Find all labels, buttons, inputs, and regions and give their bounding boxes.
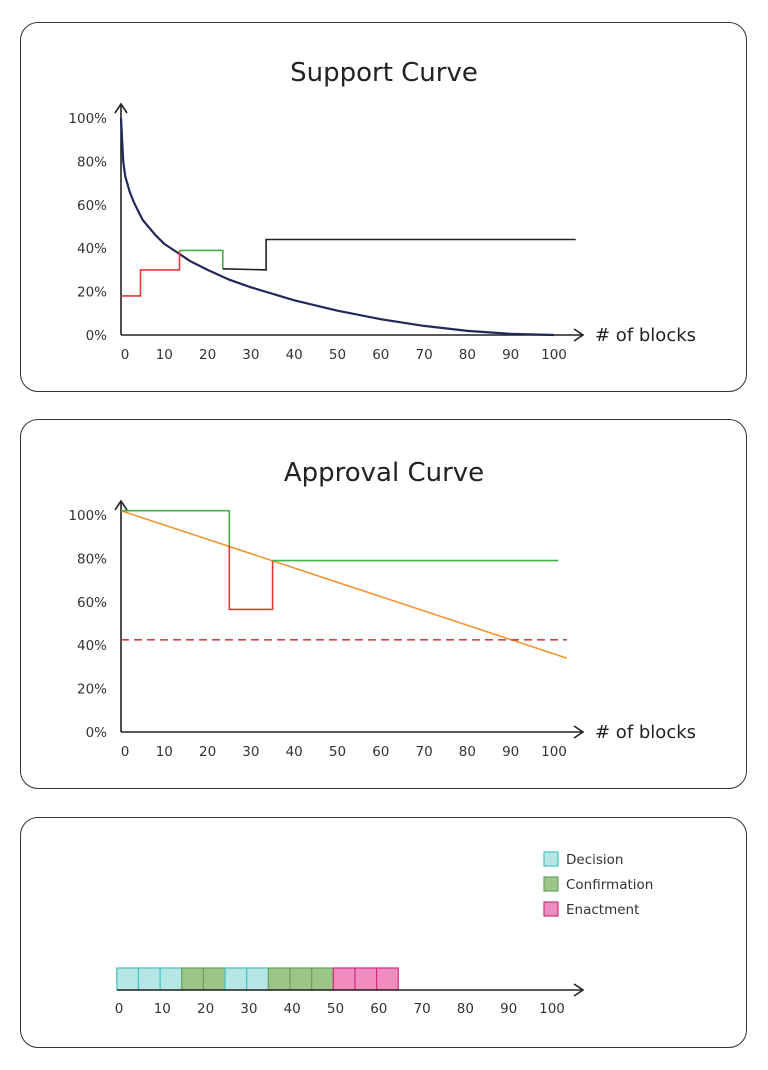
x-tick-label: 100 [539, 1001, 565, 1017]
phase-block [354, 967, 378, 991]
x-tick-label: 0 [121, 744, 130, 760]
chart-title: Approval Curve [284, 458, 484, 488]
legend-swatch [543, 876, 559, 892]
x-tick-label: 30 [242, 744, 259, 760]
y-tick-label: 40% [77, 241, 107, 257]
legend-label: Decision [566, 852, 623, 868]
phase-block [267, 967, 291, 991]
x-tick-label: 0 [121, 347, 130, 363]
phase-block [159, 967, 183, 991]
x-tick-label: 50 [327, 1001, 344, 1017]
x-tick-label: 100 [541, 347, 567, 363]
y-tick-label: 80% [77, 154, 107, 170]
x-tick-label: 10 [156, 347, 173, 363]
x-tick-label: 90 [502, 744, 519, 760]
y-tick-label: 100% [68, 508, 107, 524]
support-curve-panel: Support Curve # of blocks 0 10 20 30 40 50 60 70 8… [20, 22, 747, 392]
y-tick-label: 20% [77, 682, 107, 698]
x-tick-label: 20 [197, 1001, 214, 1017]
x-tick-label: 90 [500, 1001, 517, 1017]
x-tick-label: 40 [286, 347, 303, 363]
x-tick-label: 30 [240, 1001, 257, 1017]
phase-timeline-chart: Decision Confirmation Enactment 0 10 20 30 40 50… [115, 851, 653, 1017]
phase-block [311, 967, 334, 991]
phase-block [181, 967, 205, 991]
x-tick-label: 40 [286, 744, 303, 760]
approval-curve-chart: Approval Curve # of blocks 0 10 20 30 40 50 60 70… [68, 458, 696, 760]
x-tick-label: 40 [284, 1001, 301, 1017]
x-tick-label: 60 [372, 347, 389, 363]
phase-block [202, 967, 226, 991]
x-tick-label: 70 [414, 1001, 431, 1017]
x-tick-label: 10 [156, 744, 173, 760]
x-tick-label: 50 [329, 347, 346, 363]
series-line-2 [121, 250, 181, 297]
x-tick-label: 60 [370, 1001, 387, 1017]
y-axis-arrow [114, 499, 128, 511]
x-tick-label: 100 [541, 744, 567, 760]
phase-block [116, 967, 140, 991]
x-tick-label: 50 [329, 744, 346, 760]
y-tick-label: 100% [68, 111, 107, 127]
support-curve-chart: Support Curve # of blocks 0 10 20 30 40 50 60 70 8… [68, 58, 696, 363]
phase-block [376, 967, 399, 991]
x-tick-label: 80 [459, 744, 476, 760]
legend-label: Enactment [566, 902, 639, 918]
y-tick-label: 60% [77, 198, 107, 214]
y-tick-label: 0% [86, 328, 108, 344]
y-axis-arrow [114, 102, 128, 114]
y-tick-label: 80% [77, 551, 107, 567]
series-line-2 [121, 509, 231, 546]
x-axis-arrow [573, 725, 585, 739]
phase-block [224, 967, 248, 991]
x-tick-label: 70 [416, 744, 433, 760]
y-tick-label: 0% [86, 725, 108, 741]
y-tick-label: 40% [77, 638, 107, 654]
x-tick-label: 80 [459, 347, 476, 363]
legend-label: Confirmation [566, 877, 653, 893]
approval-curve-panel: Approval Curve # of blocks 0 10 20 30 40 50 60 70… [20, 419, 747, 789]
x-tick-label: 30 [242, 347, 259, 363]
series-line-4 [222, 238, 576, 271]
chart-title: Support Curve [290, 58, 478, 88]
x-tick-label: 90 [502, 347, 519, 363]
series-line-1 [120, 509, 568, 659]
x-axis-arrow [573, 983, 585, 997]
x-axis-arrow [573, 328, 585, 342]
x-tick-label: 80 [457, 1001, 474, 1017]
x-tick-label: 60 [372, 744, 389, 760]
x-tick-label: 20 [199, 744, 216, 760]
x-tick-label: 20 [199, 347, 216, 363]
phase-timeline-panel: Decision Confirmation Enactment 0 10 20 30 40 50… [20, 817, 747, 1048]
phase-block [246, 967, 269, 991]
x-tick-label: 0 [115, 1001, 124, 1017]
x-tick-label: 70 [416, 347, 433, 363]
series-line-3 [179, 249, 224, 269]
legend-swatch [543, 901, 559, 917]
phase-block [289, 967, 313, 991]
x-tick-label: 10 [154, 1001, 171, 1017]
y-tick-label: 60% [77, 595, 107, 611]
y-tick-label: 20% [77, 285, 107, 301]
series-line-1 [119, 117, 555, 337]
x-axis-label: # of blocks [595, 325, 696, 346]
series-line-3 [228, 545, 274, 611]
x-axis-label: # of blocks [595, 722, 696, 743]
phase-block [332, 967, 356, 991]
phase-block [137, 967, 161, 991]
legend-swatch [543, 851, 559, 867]
